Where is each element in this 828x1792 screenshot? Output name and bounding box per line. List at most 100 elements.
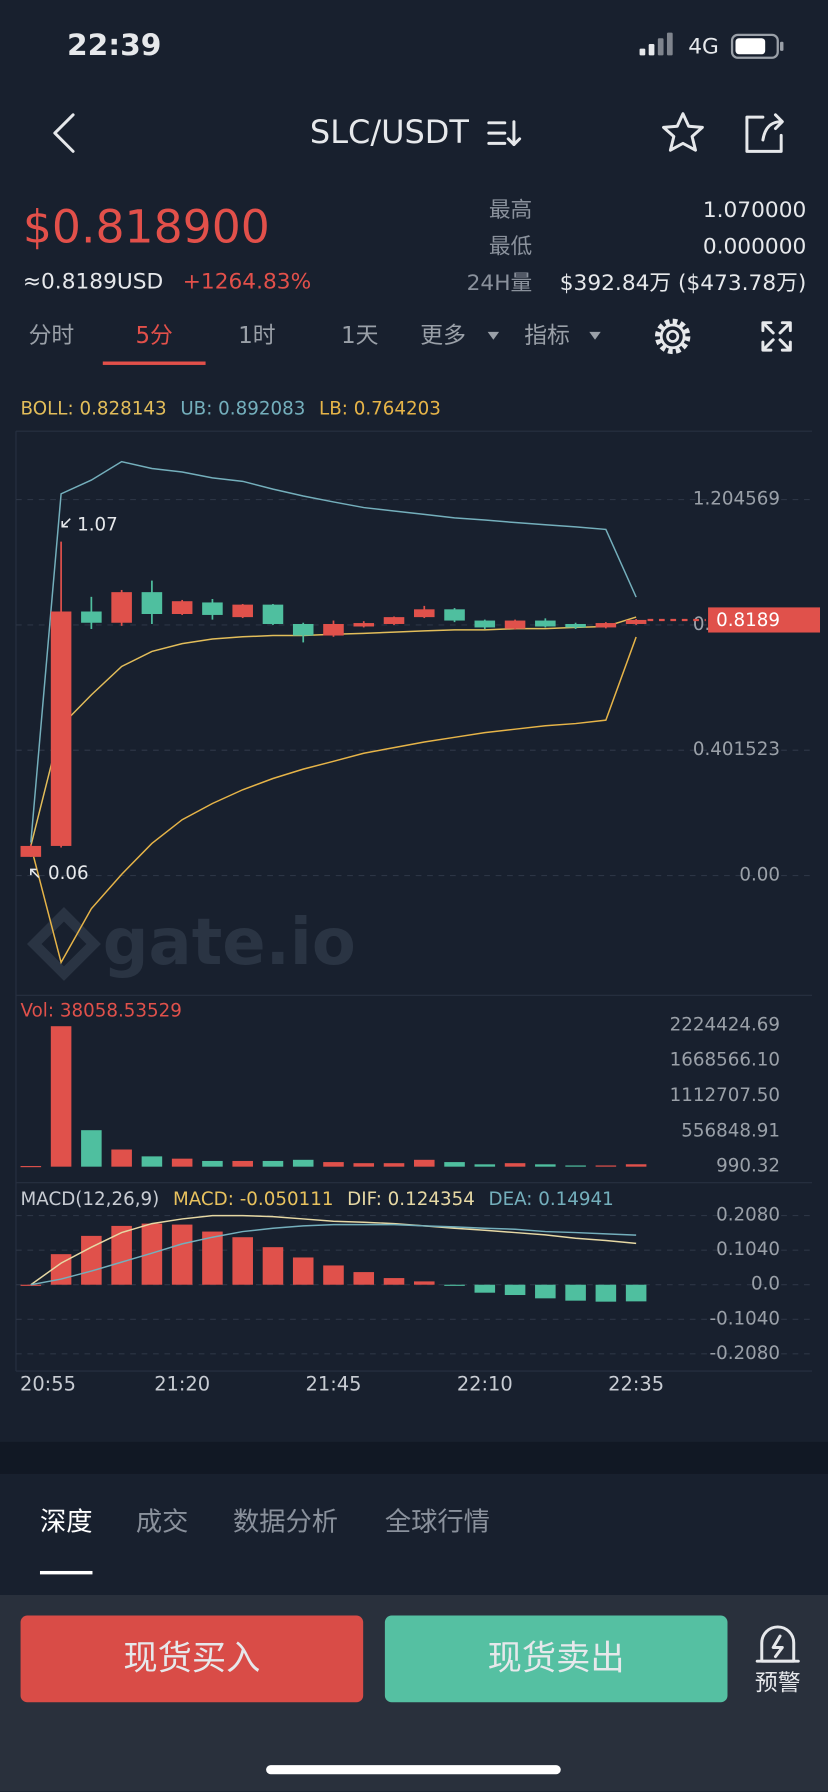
candle-body <box>262 604 284 624</box>
bottom-tab[interactable]: 数据分析 <box>233 1507 338 1537</box>
candle-body <box>383 617 405 624</box>
section-divider <box>0 1441 828 1474</box>
sell-button[interactable] <box>384 1615 728 1703</box>
legend-item: DEA: 0.14941 <box>489 1189 614 1210</box>
y-tick-label: 556848.91 <box>681 1120 780 1141</box>
candle-body <box>323 623 344 636</box>
y-tick-label: 0.0 <box>751 1274 780 1295</box>
candle-body <box>474 620 496 628</box>
candle-body <box>444 609 465 621</box>
watermark: gate.io <box>103 906 356 980</box>
price-change: +1264.83% <box>183 270 311 295</box>
signal-icon <box>639 32 673 56</box>
volume-bar <box>414 1159 435 1167</box>
boll-line <box>30 636 637 965</box>
bottom-tab[interactable]: 成交 <box>136 1507 189 1537</box>
volume-bar <box>111 1149 132 1167</box>
volume-bar <box>141 1156 163 1167</box>
macd-bar <box>232 1237 253 1285</box>
annotation-arrow <box>30 868 40 878</box>
candle-body <box>171 601 193 615</box>
interval-tab[interactable]: 更多 <box>420 323 466 349</box>
legend-item: MACD: -0.050111 <box>173 1189 333 1210</box>
back-button[interactable] <box>53 113 75 153</box>
interval-tab[interactable]: 5分 <box>135 323 172 349</box>
sell-label[interactable]: 现货卖出 <box>488 1639 625 1679</box>
volume-bar <box>444 1162 465 1167</box>
boll-line <box>30 460 637 843</box>
pair-title[interactable]: SLC/USDT <box>310 113 470 151</box>
volume-bar <box>535 1164 556 1167</box>
candle-body <box>20 845 42 857</box>
volume-bar <box>262 1160 284 1167</box>
stat-label: 最低 <box>489 234 532 259</box>
macd-bar <box>353 1272 375 1285</box>
candle-body <box>232 604 253 618</box>
fullscreen-button[interactable] <box>761 321 792 352</box>
candle-body <box>141 592 163 615</box>
bottom-tab[interactable]: 全球行情 <box>385 1507 490 1537</box>
macd-bar <box>262 1247 284 1285</box>
buy-button[interactable] <box>20 1615 364 1703</box>
candle-body <box>292 623 314 636</box>
dropdown-caret <box>487 331 500 340</box>
candle-body <box>50 611 72 846</box>
macd-bar <box>141 1223 163 1285</box>
settings-button[interactable] <box>654 318 691 355</box>
x-tick-label: 22:35 <box>608 1372 664 1395</box>
candle-body <box>414 609 435 618</box>
volume-bar <box>565 1165 586 1167</box>
volume-bar <box>232 1160 253 1167</box>
favorite-button[interactable] <box>662 112 704 152</box>
macd-bar <box>323 1265 344 1285</box>
volume-bar <box>202 1160 223 1167</box>
usd-price: ≈0.8189USD <box>23 270 163 295</box>
volume-bar <box>81 1130 102 1167</box>
candle-body <box>625 619 647 624</box>
legend-item: DIF: 0.124354 <box>347 1189 475 1210</box>
stat-label: 最高 <box>489 198 532 223</box>
interval-tab[interactable]: 指标 <box>524 323 570 349</box>
macd-bar <box>595 1284 617 1302</box>
dropdown-caret <box>589 331 601 340</box>
macd-bar <box>625 1284 647 1302</box>
y-tick-label: 990.32 <box>716 1156 780 1177</box>
stats: 最高 1.070000 最低 0.000000 24H量 $392.84万 ($473.7… <box>467 198 807 296</box>
interval-tab[interactable]: 分时 <box>29 323 75 349</box>
bottom-tab[interactable]: 深度 <box>40 1507 93 1537</box>
interval-tabs: 分时 5分 1时 1天 更多 指标 <box>29 323 570 365</box>
y-tick-label: -0.2080 <box>710 1343 781 1364</box>
interval-tab[interactable]: 1天 <box>341 323 379 349</box>
switch-pair-icon[interactable] <box>487 120 522 147</box>
candle-body <box>535 620 556 627</box>
last-price-label: 0.8189 <box>716 610 780 631</box>
candle-body <box>81 611 102 623</box>
y-tick-label: 1.204569 <box>693 489 780 510</box>
macd-bar <box>111 1225 132 1285</box>
y-tick-label: 2224424.69 <box>670 1014 780 1035</box>
candle-body <box>504 620 526 629</box>
share-button[interactable] <box>745 113 784 153</box>
legend-item: BOLL: 0.828143 <box>21 398 167 419</box>
candle-body <box>111 592 132 623</box>
home-indicator <box>266 1765 561 1775</box>
macd-bar <box>202 1231 223 1285</box>
volume-bar <box>474 1164 496 1167</box>
macd-line <box>30 1214 637 1286</box>
alert-label[interactable]: 预警 <box>755 1671 801 1697</box>
annotation-arrow <box>61 518 71 528</box>
macd-bar <box>414 1281 435 1285</box>
buy-label[interactable]: 现货买入 <box>123 1639 260 1679</box>
candle-body <box>353 623 375 627</box>
interval-tab[interactable]: 1时 <box>238 323 275 349</box>
macd-bar <box>292 1257 314 1285</box>
stat-label: 24H量 <box>467 271 533 296</box>
stat-value: $392.84万 ($473.78万) <box>560 271 807 296</box>
legend-item: UB: 0.892083 <box>180 398 305 419</box>
active-tab-underline <box>102 361 206 365</box>
alert-icon[interactable] <box>755 1625 800 1663</box>
macd-bar <box>474 1284 496 1293</box>
high-annotation: 1.07 <box>77 515 118 536</box>
volume-bar <box>171 1158 193 1167</box>
